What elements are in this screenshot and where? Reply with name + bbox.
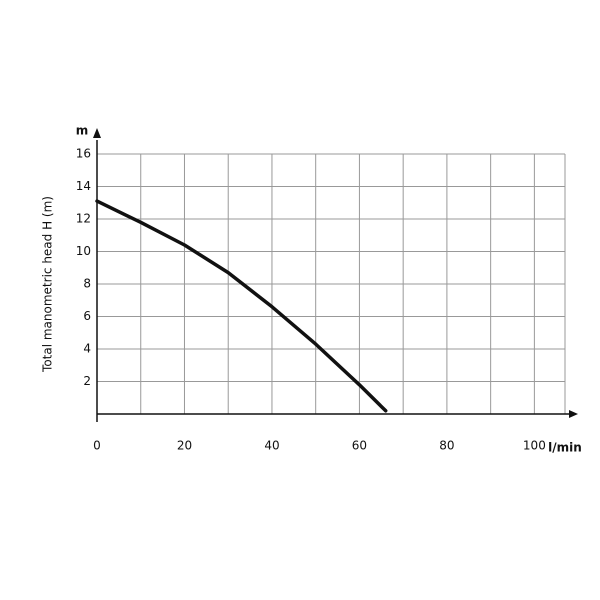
y-tick-label: 12 [76,212,91,226]
x-tick-label: 100 [523,439,546,453]
y-tick-label: 16 [76,147,91,161]
y-tick-label: 10 [76,244,91,258]
x-tick-label: 0 [93,439,101,453]
x-unit: l/min [548,441,582,455]
x-arrow [569,410,578,418]
y-tick-label: 8 [83,277,91,291]
y-tick-label: 14 [76,179,91,193]
x-tick-label: 60 [352,439,367,453]
y-unit: m [76,124,89,138]
pump-curve [95,199,388,413]
y-arrow [93,128,101,138]
x-tick-label: 20 [177,439,192,453]
x-tick-label: 40 [264,439,279,453]
y-axis-label: Total manometric head H (m) [41,196,55,373]
y-tick-label: 6 [83,309,91,323]
y-tick-label: 4 [83,342,91,356]
x-tick-label: 80 [439,439,454,453]
y-tick-label: 2 [83,374,91,388]
